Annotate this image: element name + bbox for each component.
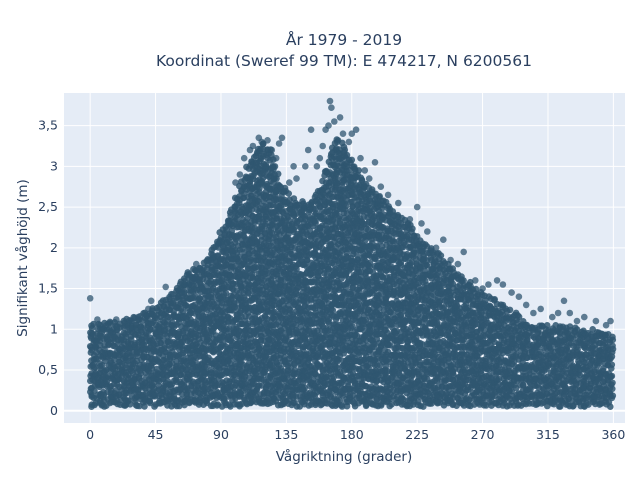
data-point <box>90 320 97 328</box>
data-point <box>336 397 344 404</box>
data-point <box>342 284 350 291</box>
data-point <box>255 198 262 205</box>
data-point <box>348 156 356 164</box>
data-point <box>338 403 346 410</box>
data-point <box>275 362 283 369</box>
data-point <box>147 369 154 377</box>
data-point <box>148 364 156 372</box>
data-point <box>303 284 311 291</box>
data-point <box>222 290 230 297</box>
data-point <box>173 358 180 365</box>
data-point <box>257 343 265 351</box>
data-point <box>144 315 151 323</box>
data-point <box>286 306 293 313</box>
data-point <box>274 170 282 178</box>
data-point <box>329 306 337 314</box>
data-point <box>341 146 349 154</box>
data-point <box>342 202 350 210</box>
data-point <box>305 325 313 333</box>
data-point <box>122 333 130 341</box>
data-point <box>91 364 99 371</box>
data-point <box>270 395 278 402</box>
data-point <box>268 229 276 237</box>
data-point <box>141 403 148 410</box>
data-point <box>127 336 135 343</box>
data-point <box>293 265 300 273</box>
data-point <box>260 277 267 284</box>
data-point <box>179 351 186 359</box>
data-point <box>409 225 416 232</box>
data-point <box>285 190 293 197</box>
data-point <box>240 294 248 301</box>
data-point <box>355 167 363 174</box>
data-point <box>218 299 226 307</box>
data-point <box>244 320 251 327</box>
data-point <box>235 327 243 335</box>
data-point <box>196 295 204 302</box>
data-point <box>286 217 293 224</box>
data-points <box>86 97 617 411</box>
data-point <box>146 397 153 405</box>
data-point <box>301 384 309 392</box>
data-point <box>126 401 134 408</box>
data-point <box>271 163 279 170</box>
